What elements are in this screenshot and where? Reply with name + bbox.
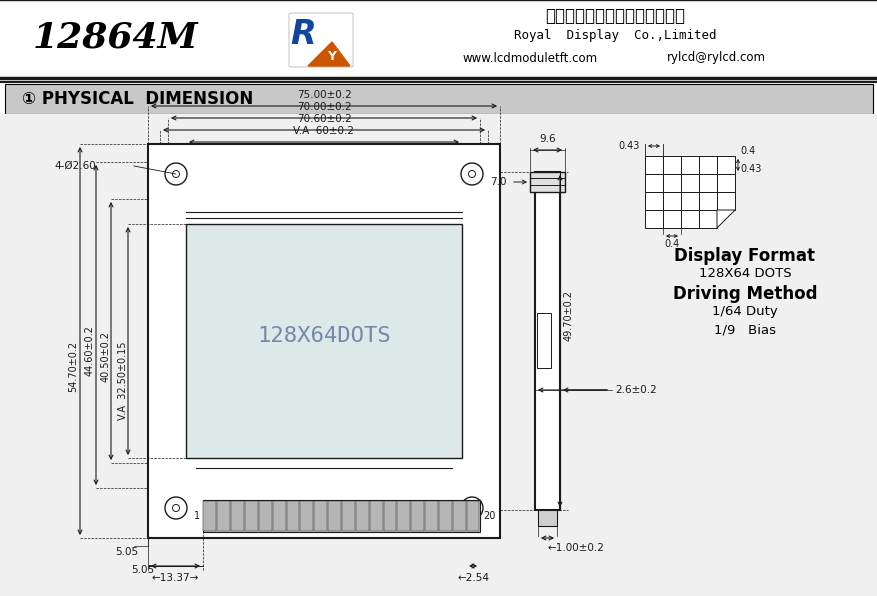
Text: 70.00±0.2: 70.00±0.2 [296, 102, 351, 112]
Text: 75.00±0.2: 75.00±0.2 [296, 90, 351, 100]
Bar [245, 501, 258, 531]
Text: V.A  60±0.2: V.A 60±0.2 [293, 126, 354, 136]
Bar [645, 192, 662, 210]
Bar [148, 144, 499, 538]
Text: ←13.37→: ←13.37→ [152, 573, 199, 583]
Bar [698, 156, 717, 174]
Bar [383, 501, 396, 531]
Bar [410, 501, 424, 531]
Text: R: R [289, 18, 316, 51]
Bar [717, 156, 734, 174]
Text: 1/64 Duty: 1/64 Duty [711, 306, 777, 318]
Text: ① PHYSICAL  DIMENSION: ① PHYSICAL DIMENSION [22, 90, 253, 108]
Bar [681, 192, 698, 210]
Text: Driving Method: Driving Method [672, 285, 816, 303]
Bar [286, 501, 299, 531]
Text: Display Format: Display Format [674, 247, 815, 265]
Text: 128X64DOTS: 128X64DOTS [257, 326, 390, 346]
Bar [217, 501, 230, 531]
Text: 128X64 DOTS: 128X64 DOTS [698, 268, 790, 281]
Bar [0, 0, 877, 80]
Circle shape [460, 163, 482, 185]
Bar [698, 174, 717, 192]
Bar [300, 501, 313, 531]
Polygon shape [308, 42, 350, 66]
Bar [681, 156, 698, 174]
Bar [530, 172, 565, 192]
Bar [645, 156, 662, 174]
Bar [314, 501, 327, 531]
Text: 1: 1 [194, 511, 200, 521]
Bar [328, 501, 340, 531]
Text: 5.05: 5.05 [132, 565, 154, 575]
Bar [186, 224, 461, 458]
Bar [273, 501, 285, 531]
Text: 40.50±0.2: 40.50±0.2 [101, 331, 111, 382]
Bar [662, 156, 681, 174]
Text: www.lcdmoduletft.com: www.lcdmoduletft.com [462, 51, 597, 64]
Bar [355, 501, 368, 531]
Text: rylcd@rylcd.com: rylcd@rylcd.com [666, 51, 765, 64]
Bar [203, 501, 216, 531]
Bar [681, 210, 698, 228]
Text: 0.43: 0.43 [618, 141, 639, 151]
Bar [681, 174, 698, 192]
Text: 0.4: 0.4 [739, 146, 754, 156]
Text: 1/9   Bias: 1/9 Bias [713, 324, 775, 337]
Text: 20: 20 [482, 511, 495, 521]
Text: 4-Ø2.60: 4-Ø2.60 [54, 161, 96, 171]
Text: 5.05: 5.05 [115, 547, 138, 557]
Text: ←1.00±0.2: ←1.00±0.2 [547, 543, 603, 553]
Bar [203, 500, 480, 532]
Bar [259, 501, 272, 531]
Text: 0.43: 0.43 [739, 164, 760, 174]
Bar [662, 174, 681, 192]
Text: ←2.54: ←2.54 [457, 573, 488, 583]
Bar [424, 501, 438, 531]
Bar [438, 501, 452, 531]
Bar [645, 210, 662, 228]
Bar [5, 84, 872, 114]
Bar [342, 501, 354, 531]
Text: 70.60±0.2: 70.60±0.2 [296, 114, 351, 124]
Text: 44.60±0.2: 44.60±0.2 [85, 325, 95, 376]
Bar [538, 510, 556, 526]
Bar [645, 174, 662, 192]
Bar [717, 192, 734, 210]
Text: 9.6: 9.6 [538, 134, 555, 144]
Text: 2.6±0.2: 2.6±0.2 [614, 385, 656, 395]
Text: V.A  32.50±0.15: V.A 32.50±0.15 [118, 341, 128, 420]
Text: Y: Y [327, 49, 336, 63]
Bar [534, 172, 560, 510]
Bar [453, 501, 465, 531]
Bar [537, 313, 551, 368]
Circle shape [165, 163, 187, 185]
Bar [397, 501, 410, 531]
Bar [662, 192, 681, 210]
Text: 54.70±0.2: 54.70±0.2 [68, 341, 78, 392]
Bar [231, 501, 244, 531]
Text: 深圳市罗亚微电子科技有限公司: 深圳市罗亚微电子科技有限公司 [545, 7, 684, 25]
Text: 12864M: 12864M [32, 21, 197, 55]
Text: Royal  Display  Co.,Limited: Royal Display Co.,Limited [513, 29, 716, 42]
Text: 0.4: 0.4 [664, 239, 679, 249]
Polygon shape [717, 210, 734, 228]
FancyBboxPatch shape [289, 13, 353, 67]
Text: 49.70±0.2: 49.70±0.2 [563, 290, 574, 341]
Text: 7.0: 7.0 [490, 177, 506, 187]
Bar [662, 210, 681, 228]
Circle shape [460, 497, 482, 519]
Bar [466, 501, 479, 531]
Bar [0, 114, 877, 596]
Bar [698, 210, 717, 228]
Circle shape [165, 497, 187, 519]
Bar [717, 174, 734, 192]
Bar [698, 192, 717, 210]
Bar [369, 501, 382, 531]
